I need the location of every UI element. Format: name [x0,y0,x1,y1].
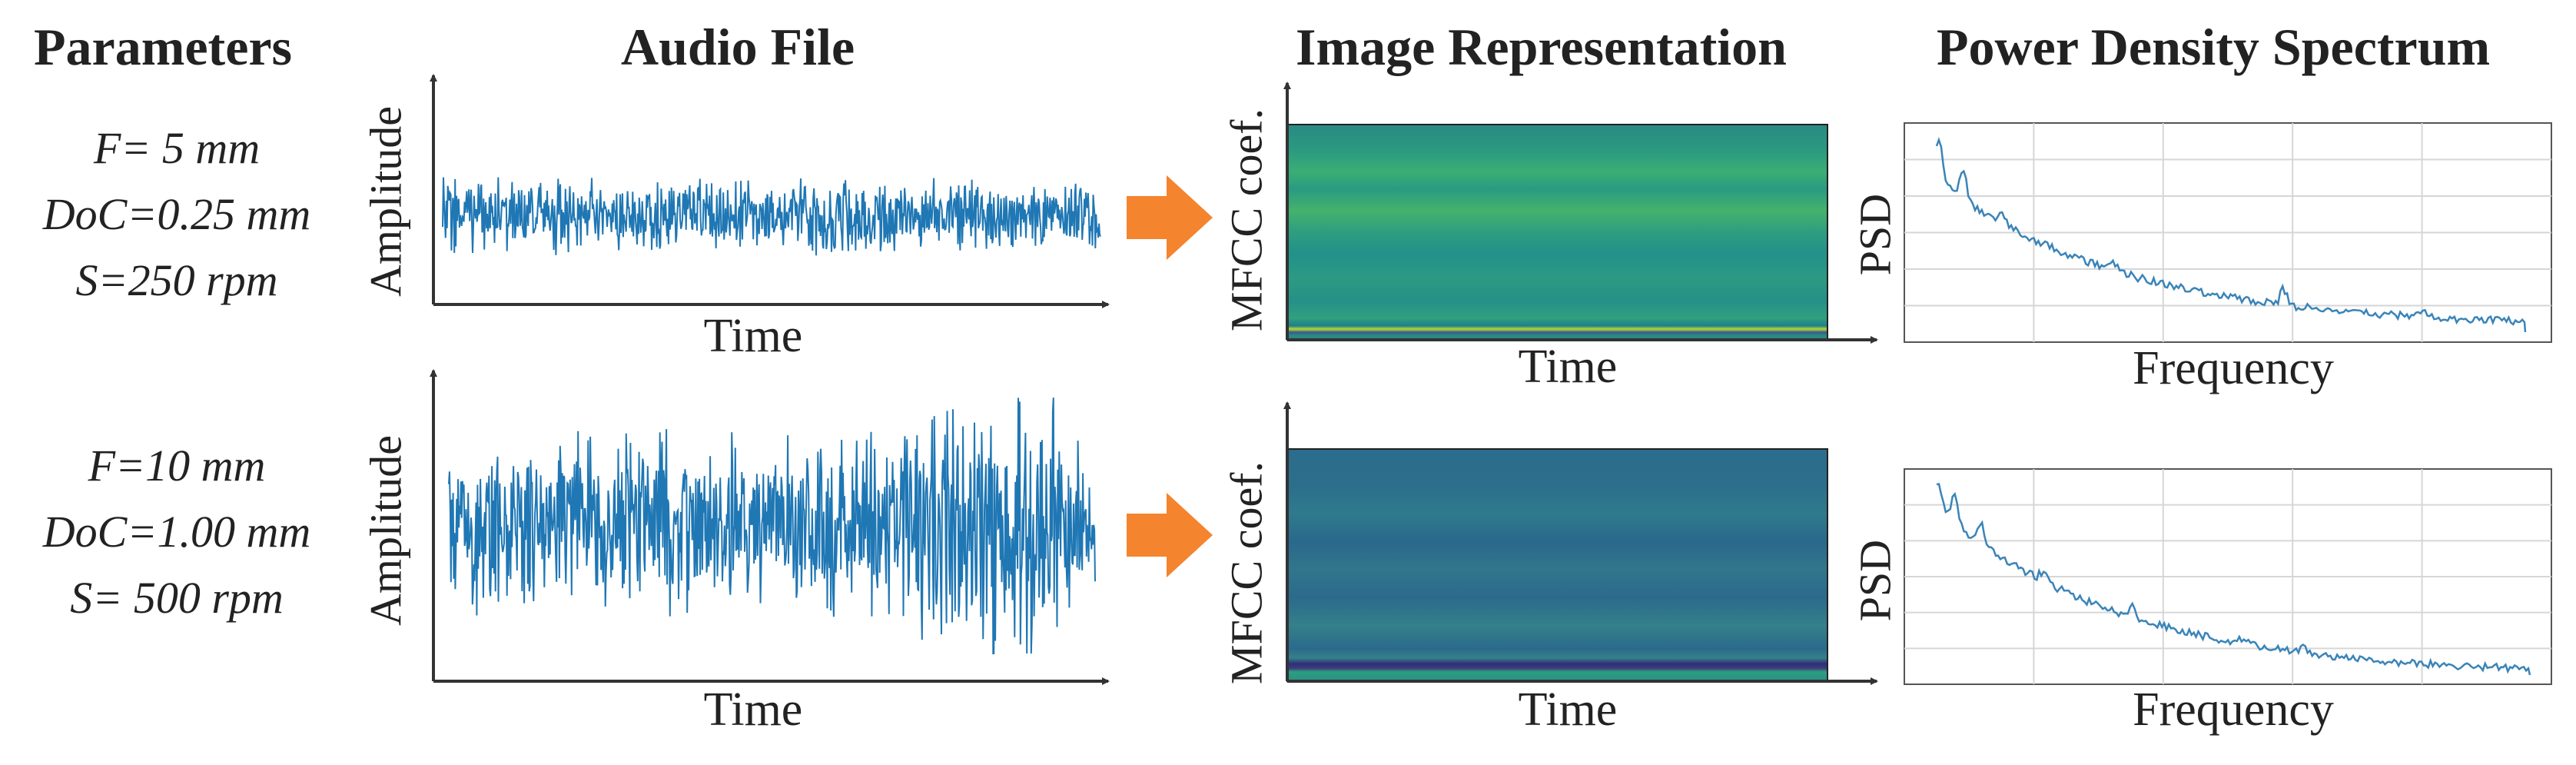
audio-waveform-row-2 [448,397,1096,654]
header-power-density-spectrum: Power Density Spectrum [1937,18,2491,76]
mfcc-image-row-1 [1286,124,1828,341]
psd-x-axis-label-row-1: Frequency [2133,342,2334,394]
psd-x-axis-label-row-2: Frequency [2133,684,2334,736]
mfcc-y-axis-label-row-1: MFCC coef. [1221,108,1272,331]
param-speed: S= 500 rpm [70,573,284,623]
header-parameters: Parameters [34,18,293,76]
parameters-row-2: F=10 mm DoC=1.00 mm S= 500 rpm [0,433,354,631]
psd-curve-row-2 [1936,483,2531,676]
audio-waveform-row-1 [442,177,1101,256]
param-depth-of-cut: DoC=1.00 mm [42,507,311,557]
parameters-row-1: F= 5 mm DoC=0.25 mm S=250 rpm [0,115,354,314]
param-speed: S=250 rpm [75,255,278,305]
audio-x-axis-label-row-2: Time [703,684,803,736]
audio-y-axis-label-row-1: Amplitude [360,105,411,298]
psd-curve-row-1 [1935,137,2527,333]
param-feed: F=10 mm [88,441,266,491]
psd-y-axis-label-row-2: PSD [1850,539,1900,622]
audio-y-axis-label-row-2: Amplitude [360,434,411,627]
header-image-representation: Image Representation [1296,18,1787,76]
mfcc-x-axis-label-row-1: Time [1518,341,1618,393]
arrow-right-row-2 [1127,493,1213,577]
mfcc-image-row-2 [1286,448,1828,682]
param-depth-of-cut: DoC=0.25 mm [42,189,311,239]
arrow-right-row-1 [1127,175,1213,260]
audio-x-axis-label-row-1: Time [703,310,803,362]
mfcc-y-axis-label-row-2: MFCC coef. [1221,461,1272,684]
psd-y-axis-label-row-1: PSD [1850,193,1900,276]
header-audio-file: Audio File [621,18,855,76]
mfcc-x-axis-label-row-2: Time [1518,684,1618,736]
param-feed: F= 5 mm [93,123,261,173]
